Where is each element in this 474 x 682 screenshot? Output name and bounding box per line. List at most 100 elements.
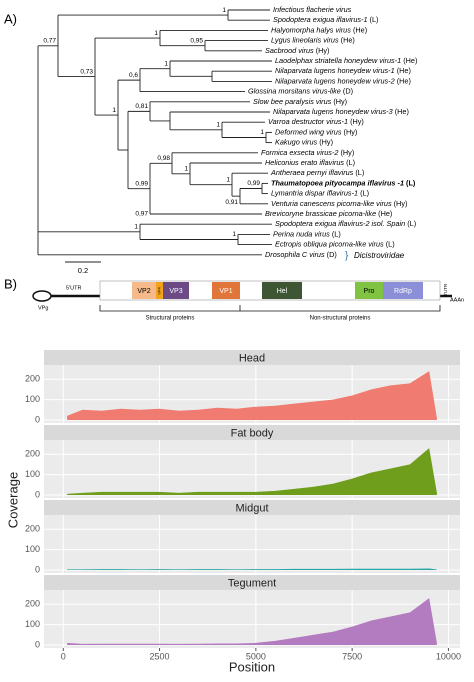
- leaf-host: (He): [353, 25, 367, 34]
- leaf-name: Kakugo virus: [275, 138, 318, 147]
- leaf-name: Spodoptera exigua iflavirus-1: [273, 15, 368, 24]
- leaf-name: Drosophila C virus: [265, 250, 325, 259]
- domain-label: Pro: [364, 288, 375, 295]
- x-tick-label: 2500: [150, 651, 170, 661]
- leaf-name: Halyomorpha halys virus: [271, 25, 351, 34]
- vpg: [32, 290, 52, 302]
- bootstrap: 1: [216, 122, 220, 129]
- family-label: Dicistroviridae: [354, 251, 405, 260]
- bootstrap: 1: [134, 224, 138, 231]
- y-tick-label: 200: [25, 449, 40, 459]
- leaf-host: (L): [370, 15, 379, 24]
- leaf-host: (L): [355, 168, 364, 177]
- y-tick-label: 100: [25, 469, 40, 479]
- panel-bg: [44, 515, 460, 573]
- bootstrap: 0,91: [225, 199, 238, 206]
- bootstrap: 0,97: [135, 211, 148, 218]
- leaf-label: Glossina morsitans virus-like (D): [248, 87, 353, 96]
- leaf-name: Venturia canescens picorna-like virus: [271, 199, 392, 208]
- leaf-label: Varroa destructor virus-1 (Hy): [268, 117, 364, 126]
- leaf-host: (L): [406, 178, 416, 187]
- domain-label: RdRp: [394, 288, 412, 295]
- domain-label: VP4: [157, 286, 162, 294]
- domain: [212, 282, 240, 299]
- facet-label: Midgut: [235, 502, 268, 514]
- leaf-host: (L): [346, 158, 355, 167]
- facet-strip: [44, 500, 460, 515]
- leaf-host: (Hy): [316, 46, 330, 55]
- leaf-host: (He): [397, 66, 411, 75]
- leaf-label: Ectropis obliqua picorna-like virus (L): [275, 240, 395, 249]
- leaf-label: Thaumatopoea pityocampa iflavirus -1 (L): [271, 178, 416, 187]
- facet-label: Tegument: [228, 577, 276, 589]
- y-tick-label: 100: [25, 619, 40, 629]
- x-tick-label: 10000: [436, 651, 461, 661]
- leaf-host: (Hy): [319, 138, 333, 147]
- y-tick-label: 0: [35, 414, 40, 424]
- leaf-host: (D): [343, 87, 353, 96]
- bootstrap: 0,99: [135, 180, 148, 187]
- leaf-host: (L): [386, 240, 395, 249]
- leaf-name: Infectious flacherie virus: [273, 5, 352, 14]
- leaf-label: Brevicoryne brassicae picorna-like (He): [265, 209, 392, 218]
- leaf-name: Perina nuda virus: [273, 229, 330, 238]
- leaf-name: Deformed wing virus: [275, 127, 342, 136]
- x-tick-label: 5000: [246, 651, 266, 661]
- bootstrap: 1: [164, 60, 168, 67]
- leaf-label: Lygus lineolaris virus (He): [271, 36, 355, 45]
- facet-label: Head: [239, 352, 265, 364]
- leaf-label: Halyomorpha halys virus (He): [271, 25, 367, 34]
- y-axis-label: Coverage: [5, 472, 20, 528]
- leaf-name: Lymantria dispar iflavirus-1: [271, 189, 358, 198]
- leaf-host: (Hy): [350, 117, 364, 126]
- leaf-name: Nilaparvata lugens honeydew virus-2: [275, 76, 395, 85]
- domain-label: Hel: [277, 288, 288, 295]
- leaf-name: Formica exsecta virus-2: [261, 148, 338, 157]
- bootstrap: 0,77: [43, 38, 56, 45]
- leaf-label: Nilaparvata lugens honeydew virus-3 (He): [273, 107, 409, 116]
- coverage-area: [67, 598, 437, 645]
- bootstrap: 1: [232, 231, 236, 238]
- vpg-label: VPg: [38, 305, 48, 311]
- bootstrap: 1: [184, 166, 188, 173]
- leaf-name: Glossina morsitans virus-like: [248, 87, 341, 96]
- leaf-label: Deformed wing virus (Hy): [275, 127, 357, 136]
- facet-label: Fat body: [231, 427, 274, 439]
- domain-label: VP1: [219, 288, 232, 295]
- bootstrap: 0,99: [247, 180, 260, 187]
- bootstrap: 1: [226, 176, 230, 183]
- bootstrap: 0,73: [80, 68, 93, 75]
- leaf-host: (He): [403, 56, 417, 65]
- region-label: Structural proteins: [146, 316, 195, 322]
- leaf-label: Slow bee paralysis virus (Hy): [253, 97, 347, 106]
- y-tick-label: 200: [25, 599, 40, 609]
- leaf-host: (He): [378, 209, 392, 218]
- leaf-label: Laodelphax striatella honeydew virus-1 (…: [275, 56, 417, 65]
- leaf-label: Spodoptera exigua iflavirus-1 (L): [273, 15, 378, 24]
- domain: [262, 282, 302, 299]
- domain-label: VP2: [137, 288, 150, 295]
- leaf-label: Venturia canescens picorna-like virus (H…: [271, 199, 407, 208]
- leaf-host: (L): [407, 219, 416, 228]
- leaf-name: Nilaparvata lugens honeydew virus-3: [273, 107, 393, 116]
- leaf-label: Heliconius erato iflavirus (L): [265, 158, 355, 167]
- facet-strip: [44, 575, 460, 590]
- y-tick-label: 0: [35, 489, 40, 499]
- utr3-label: 3'UTR: [443, 283, 448, 296]
- leaf-name: Heliconius erato iflavirus: [265, 158, 344, 167]
- utr5-label: 5'UTR: [66, 285, 81, 291]
- leaf-name: Varroa destructor virus-1: [268, 117, 348, 126]
- leaf-label: Lymantria dispar iflavirus-1 (L): [271, 189, 369, 198]
- panel-label: B): [4, 276, 17, 291]
- leaf-name: Brevicoryne brassicae picorna-like: [265, 209, 376, 218]
- leaf-host: (L): [332, 229, 341, 238]
- domain: [156, 282, 163, 299]
- leaf-name: Sacbrood virus: [265, 46, 314, 55]
- y-tick-label: 100: [25, 544, 40, 554]
- bootstrap: 1: [260, 129, 264, 136]
- region-label: Non-structural proteins: [310, 316, 371, 322]
- leaf-host: (Hy): [333, 97, 347, 106]
- bootstrap: 1: [154, 30, 158, 37]
- leaf-label: Perina nuda virus (L): [273, 229, 341, 238]
